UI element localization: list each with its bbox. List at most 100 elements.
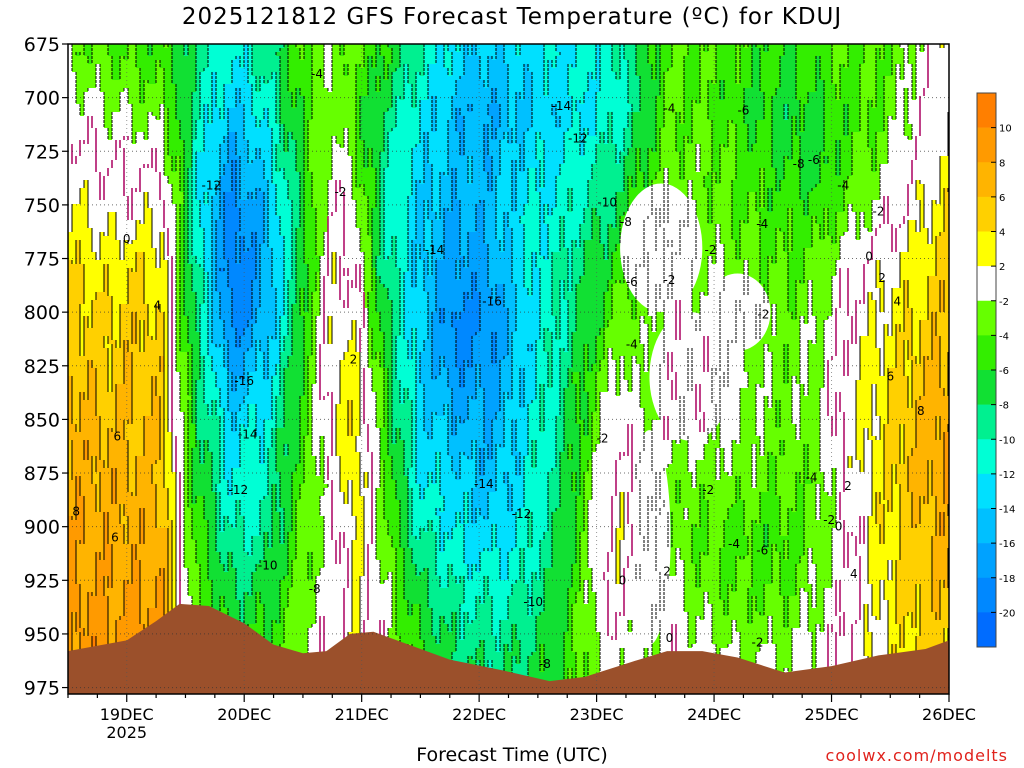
temperature-cell xyxy=(800,60,805,65)
temperature-cell xyxy=(116,48,121,53)
temperature-cell xyxy=(824,52,829,57)
temperature-cell xyxy=(404,52,409,57)
temperature-cell xyxy=(800,96,805,101)
temperature-cell xyxy=(580,48,585,53)
temperature-cell xyxy=(428,76,433,81)
temperature-cell xyxy=(440,92,445,97)
temperature-cell xyxy=(140,56,145,61)
temperature-cell xyxy=(184,96,189,101)
temperature-cell xyxy=(796,88,801,93)
temperature-cell xyxy=(548,72,553,77)
temperature-cell xyxy=(132,68,137,73)
temperature-cell xyxy=(612,92,617,97)
temperature-cell xyxy=(628,88,633,93)
temperature-cell xyxy=(708,68,713,73)
temperature-cell xyxy=(448,88,453,93)
temperature-cell xyxy=(740,84,745,89)
temperature-cell xyxy=(160,64,165,69)
temperature-cell xyxy=(292,52,297,57)
temperature-cell xyxy=(800,80,805,85)
temperature-cell xyxy=(316,108,321,113)
temperature-cell xyxy=(228,52,233,57)
temperature-cell xyxy=(104,72,109,77)
temperature-cell xyxy=(552,88,557,93)
temperature-cell xyxy=(664,52,669,57)
temperature-cell xyxy=(408,64,413,69)
temperature-cell xyxy=(524,72,529,77)
temperature-cell xyxy=(704,56,709,61)
temperature-cell xyxy=(884,80,889,85)
temperature-cell xyxy=(456,92,461,97)
temperature-cell xyxy=(852,48,857,53)
temperature-cell xyxy=(304,68,309,73)
temperature-cell xyxy=(268,108,273,113)
temperature-cell xyxy=(120,60,125,65)
temperature-cell xyxy=(360,116,365,121)
temperature-cell xyxy=(184,72,189,77)
temperature-cell xyxy=(388,112,393,117)
temperature-cell xyxy=(940,96,945,101)
temperature-cell xyxy=(332,80,337,85)
temperature-cell xyxy=(368,92,373,97)
temperature-cell xyxy=(192,104,197,109)
temperature-cell xyxy=(700,96,705,101)
temperature-cell xyxy=(372,116,377,121)
temperature-cell xyxy=(648,88,653,93)
temperature-cell xyxy=(436,112,441,117)
temperature-cell xyxy=(256,64,261,69)
temperature-cell xyxy=(156,48,161,53)
temperature-cell xyxy=(348,100,353,105)
temperature-cell xyxy=(640,68,645,73)
temperature-cell xyxy=(944,96,949,101)
temperature-cell xyxy=(580,80,585,85)
temperature-cell xyxy=(524,60,529,65)
temperature-cell xyxy=(808,56,813,61)
temperature-cell xyxy=(784,64,789,69)
temperature-cell xyxy=(640,84,645,89)
temperature-cell xyxy=(388,64,393,69)
temperature-cell xyxy=(412,60,417,65)
temperature-cell xyxy=(268,68,273,73)
temperature-cell xyxy=(896,56,901,61)
temperature-cell xyxy=(108,92,113,97)
temperature-cell xyxy=(584,100,589,105)
temperature-cell xyxy=(136,104,141,109)
temperature-cell xyxy=(816,104,821,109)
temperature-cell xyxy=(228,88,233,93)
temperature-cell xyxy=(896,96,901,101)
temperature-cell xyxy=(620,112,625,117)
temperature-cell xyxy=(128,52,133,57)
temperature-cell xyxy=(280,84,285,89)
temperature-cell xyxy=(920,84,925,89)
temperature-cell xyxy=(520,60,525,65)
temperature-cell xyxy=(440,84,445,89)
temperature-cell xyxy=(584,96,589,101)
temperature-cell xyxy=(280,76,285,81)
temperature-cell xyxy=(372,68,377,73)
temperature-cell xyxy=(632,100,637,105)
temperature-cell xyxy=(188,48,193,53)
temperature-cell xyxy=(140,116,145,121)
temperature-cell xyxy=(632,92,637,97)
temperature-cell xyxy=(236,48,241,53)
temperature-cell xyxy=(808,108,813,113)
temperature-cell xyxy=(860,92,865,97)
temperature-cell xyxy=(656,100,661,105)
temperature-cell xyxy=(764,64,769,69)
temperature-cell xyxy=(364,96,369,101)
temperature-cell xyxy=(804,104,809,109)
temperature-cell xyxy=(112,56,117,61)
temperature-cell xyxy=(76,96,81,101)
temperature-cell xyxy=(796,80,801,85)
temperature-cell xyxy=(292,80,297,85)
temperature-cell xyxy=(700,104,705,109)
temperature-cell xyxy=(860,76,865,81)
temperature-cell xyxy=(856,60,861,65)
temperature-cell xyxy=(556,80,561,85)
temperature-cell xyxy=(160,48,165,53)
temperature-cell xyxy=(756,100,761,105)
temperature-cell xyxy=(324,116,329,121)
temperature-cell xyxy=(788,96,793,101)
temperature-cell xyxy=(832,52,837,57)
temperature-cell xyxy=(200,92,205,97)
